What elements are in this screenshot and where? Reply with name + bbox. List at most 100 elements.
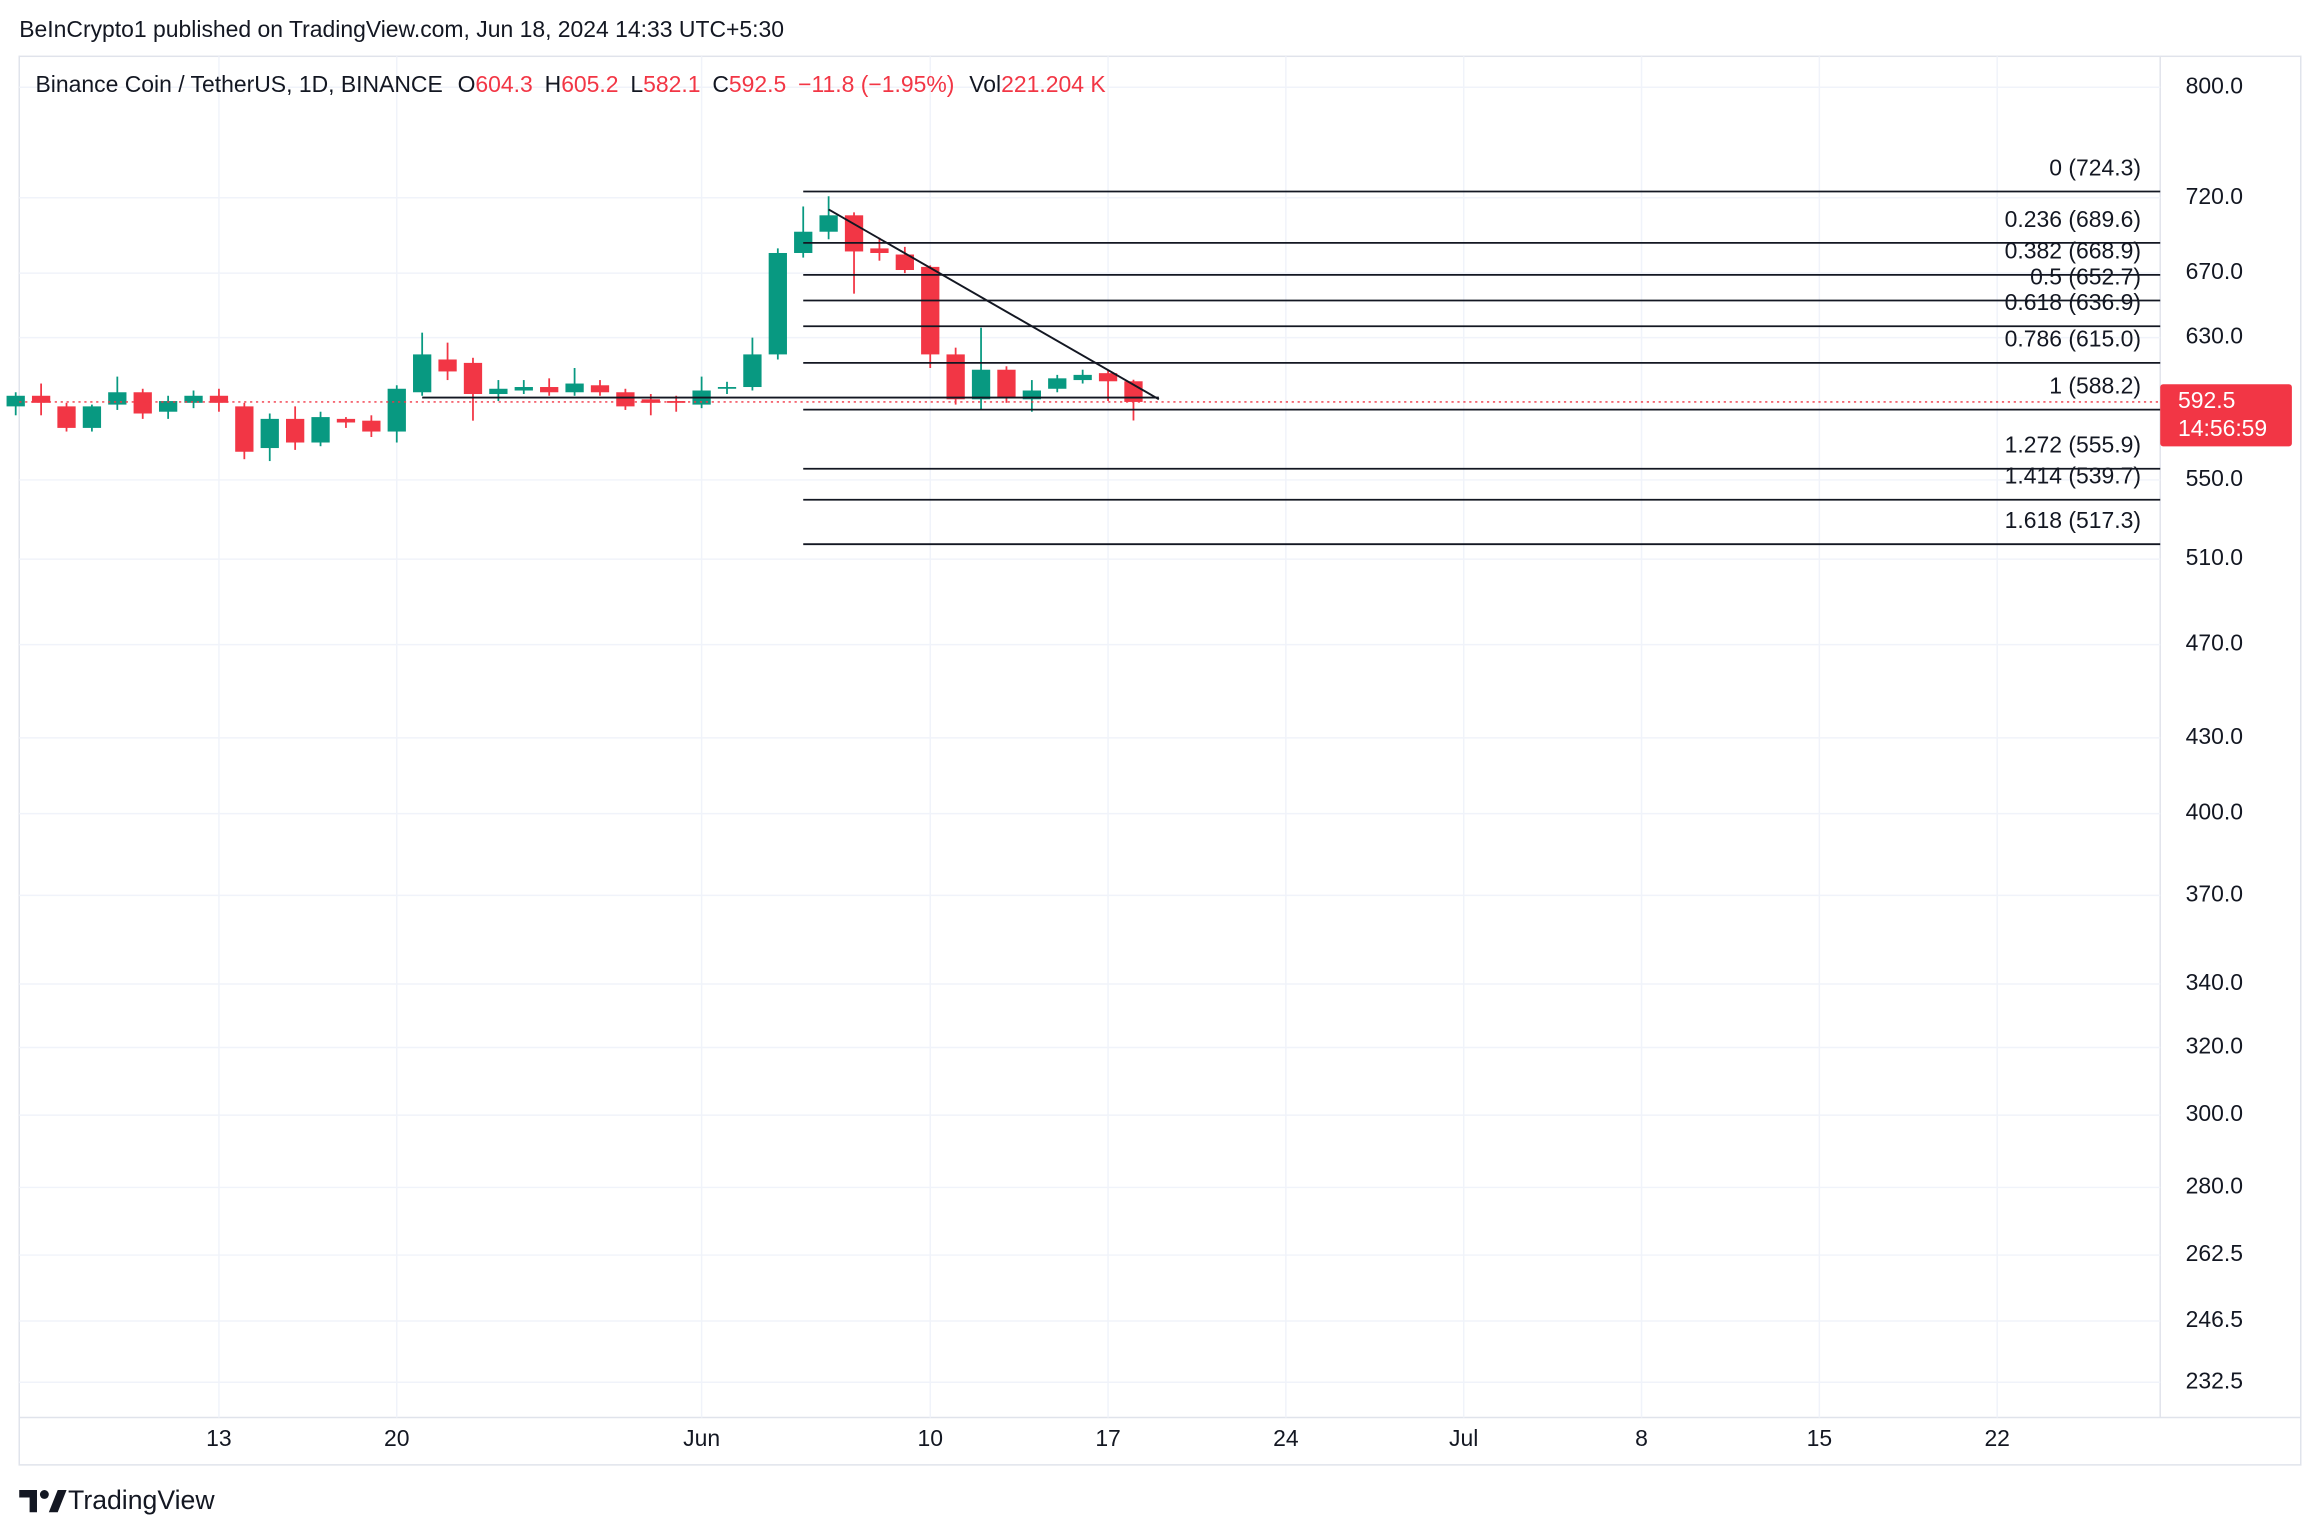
candle-body (82, 406, 102, 428)
candle-body (794, 231, 813, 253)
x-tick-label: 22 (1984, 1425, 2010, 1451)
fib-label: 0.786 (615.0) (2005, 326, 2141, 352)
trendline (828, 208, 1160, 401)
candle-body (489, 388, 508, 395)
candle-body (286, 418, 305, 443)
fib-label: 0 (724.3) (2049, 154, 2141, 180)
h-value: 605.2 (561, 71, 618, 97)
candle-body (870, 248, 889, 253)
fib-label: 0.5 (652.7) (2030, 263, 2141, 289)
candle-body (921, 266, 940, 355)
y-tick-label: 246.5 (2186, 1306, 2243, 1332)
legend: Binance Coin / TetherUS, 1D, BINANCE O604… (36, 71, 1107, 97)
fib-label: 0.618 (636.9) (2005, 289, 2141, 315)
y-tick-label: 510.0 (2186, 544, 2243, 570)
c-letter: C (712, 71, 729, 97)
price-tag-value: 592.5 (2178, 387, 2235, 413)
vol-prefix: Vol (969, 71, 1001, 97)
c-value: 592.5 (729, 71, 786, 97)
candle-body (31, 395, 51, 403)
symbol-title: Binance Coin / TetherUS, 1D, BINANCE (36, 71, 443, 97)
y-tick-label: 232.5 (2186, 1367, 2243, 1393)
candle-body (819, 215, 838, 232)
x-tick-label: 8 (1635, 1425, 1648, 1451)
y-tick-label: 720.0 (2186, 183, 2243, 209)
grid (19, 56, 2161, 1418)
x-tick-label: 15 (1807, 1425, 1833, 1451)
y-tick-label: 280.0 (2186, 1172, 2243, 1198)
y-tick-label: 300.0 (2186, 1100, 2243, 1126)
fib-label: 1 (588.2) (2049, 372, 2141, 398)
candle-body (717, 387, 737, 389)
change: −11.8 (−1.95%) (798, 71, 954, 97)
y-tick-label: 340.0 (2186, 969, 2243, 995)
candle-body (336, 418, 356, 423)
fib-label: 0.236 (689.6) (2005, 206, 2141, 232)
y-tick-label: 470.0 (2186, 630, 2243, 656)
candle-body (743, 354, 762, 388)
y-tick-label: 670.0 (2186, 258, 2243, 284)
candle-body (209, 395, 229, 403)
y-tick-label: 370.0 (2186, 880, 2243, 906)
y-tick-label: 630.0 (2186, 323, 2243, 349)
marks: 0 (724.3) 0.236 (689.6) 0.382 (668.9)0.5 (… (6, 154, 2161, 546)
candle-body (565, 383, 584, 393)
candle-body (1098, 373, 1118, 382)
candle-body (235, 406, 254, 452)
candle-body (616, 392, 635, 407)
candle-body (184, 395, 203, 403)
candle-body (362, 420, 381, 432)
x-tick-label: 17 (1095, 1425, 1121, 1451)
candle-body (6, 395, 25, 407)
l-letter: L (630, 71, 643, 97)
fib-label: 1.272 (555.9) (2005, 432, 2141, 458)
brand-name: TradingView (68, 1485, 215, 1515)
candle-body (158, 401, 178, 412)
y-tick-label: 320.0 (2186, 1033, 2243, 1059)
x-tick-label: 10 (917, 1425, 943, 1451)
y-tick-label: 800.0 (2186, 72, 2243, 98)
x-tick-label: Jul (1449, 1425, 1478, 1451)
candle-body (514, 387, 533, 391)
candle-body (438, 359, 457, 372)
candle-body (133, 392, 152, 414)
candle-body (1022, 390, 1042, 400)
candle-body (311, 417, 330, 443)
candle-body (768, 252, 787, 355)
y-tick-label: 550.0 (2186, 465, 2243, 491)
l-value: 582.1 (643, 71, 700, 97)
y-tick-label: 262.5 (2186, 1240, 2243, 1266)
publish-header: BeInCrypto1 published on TradingView.com… (19, 16, 784, 42)
candle-body (108, 392, 127, 405)
fib-label: 1.414 (539.7) (2005, 463, 2141, 489)
frame (18, 55, 2302, 1466)
x-tick-label: Jun (683, 1425, 720, 1451)
candle-body (641, 399, 660, 403)
x-tick-label: 13 (206, 1425, 231, 1451)
vol-value: 221.204 K (1001, 71, 1106, 97)
fib-label: 0.382 (668.9) (2005, 238, 2141, 264)
candle-body (387, 388, 406, 432)
candle-body (590, 385, 610, 393)
candle-body (413, 354, 432, 393)
candle-body (463, 362, 483, 395)
h-letter: H (545, 71, 562, 97)
candle-body (540, 387, 559, 393)
candle-body (1073, 374, 1092, 381)
fib-label: 1.618 (517.3) (2005, 507, 2141, 533)
candle-body (1048, 378, 1067, 389)
candle-body (946, 354, 965, 400)
candle-body (260, 418, 279, 449)
axes: 800.0 720.0 670.0 630.0 550.0 510.0 470.0 430.0… (206, 72, 2292, 1451)
candle-body (895, 254, 914, 271)
brand-logo (19, 1490, 67, 1513)
y-tick-label: 400.0 (2186, 799, 2243, 825)
candle-body (57, 406, 76, 428)
candle-body (971, 369, 991, 400)
o-letter: O (458, 71, 476, 97)
price-tag (2160, 384, 2292, 447)
o-value: 604.3 (475, 71, 532, 97)
y-tick-label: 430.0 (2186, 723, 2243, 749)
candle-body (997, 369, 1016, 398)
